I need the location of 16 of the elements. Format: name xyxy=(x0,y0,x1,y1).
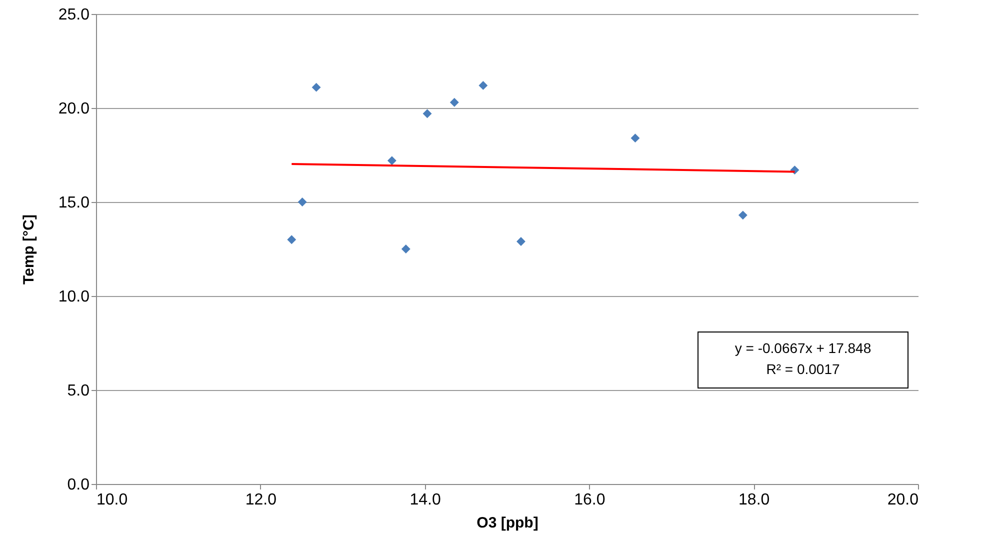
x-tick-label: 18.0 xyxy=(738,492,770,508)
y-axis-title: Temp [°C] xyxy=(20,214,38,284)
y-tick-label: 5.0 xyxy=(67,382,90,400)
x-tick-label: 12.0 xyxy=(245,492,277,508)
x-tick-label: 20.0 xyxy=(887,492,919,508)
x-tick-label: 10.0 xyxy=(96,492,128,508)
y-tick-label: 20.0 xyxy=(58,100,90,118)
y-tick-label: 0.0 xyxy=(67,476,90,494)
x-axis-title: O3 [ppb] xyxy=(476,514,538,532)
y-tick-label: 15.0 xyxy=(58,194,90,212)
x-tick-label: 16.0 xyxy=(574,492,606,508)
annotation: R² = 0.0017 xyxy=(766,361,840,377)
x-tick-label: 14.0 xyxy=(410,492,441,508)
annotation: y = -0.0667x + 17.848 xyxy=(734,340,872,356)
y-tick-label: 25.0 xyxy=(58,6,90,24)
y-tick-label: 10.0 xyxy=(58,288,90,306)
